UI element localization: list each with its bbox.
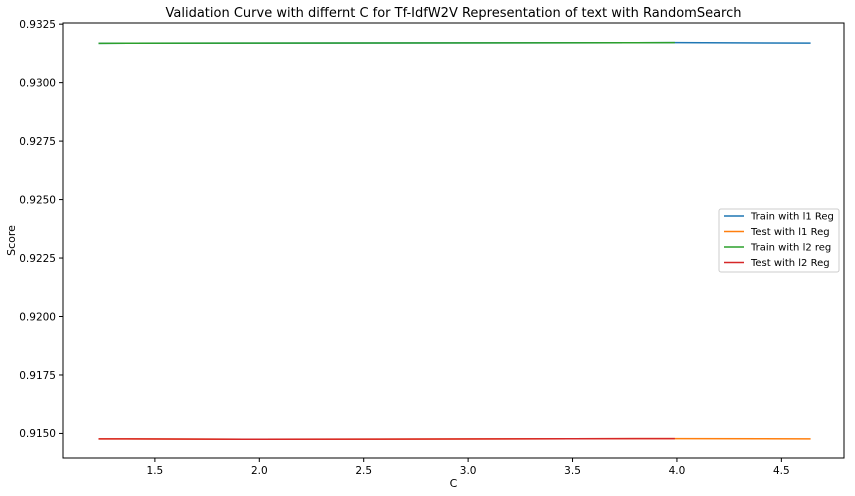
- x-axis-label: C: [450, 477, 458, 490]
- y-tick-label: 0.9250: [19, 194, 56, 206]
- x-tick-label: 3.0: [460, 465, 477, 477]
- legend-box: [718, 208, 840, 273]
- x-tick-label: 4.5: [773, 465, 790, 477]
- x-tick-label: 1.5: [147, 465, 164, 477]
- legend-label: Train with l2 reg: [750, 243, 831, 254]
- plot-frame: [62, 22, 845, 459]
- legend-label: Train with l1 Reg: [750, 212, 834, 223]
- x-axis: 1.5 2.0 2.5 3.0 3.5 4.0 4.5: [147, 458, 790, 477]
- y-tick-label: 0.9175: [19, 370, 56, 382]
- y-tick-label: 0.9300: [19, 77, 56, 89]
- y-tick-label: 0.9200: [19, 311, 56, 323]
- legend-label: Test with l1 Reg: [750, 227, 830, 238]
- x-tick-label: 4.0: [669, 465, 686, 477]
- y-tick-label: 0.9325: [19, 19, 56, 31]
- y-tick-label: 0.9150: [19, 428, 56, 440]
- y-tick-label: 0.9225: [19, 253, 56, 265]
- x-tick-label: 2.5: [355, 465, 372, 477]
- y-axis-label: Score: [5, 225, 18, 256]
- legend-label: Test with l2 Reg: [750, 258, 830, 269]
- plot-area: [98, 41, 811, 441]
- y-axis: 0.9150 0.9175 0.9200 0.9225 0.9250 0.9275 0.93…: [19, 19, 63, 440]
- legend: Train with l1 Reg Test with l1 Reg Train w…: [718, 208, 840, 273]
- series-line-3: [98, 41, 675, 45]
- chart-title: Validation Curve with differnt C for Tf-…: [166, 6, 742, 21]
- y-tick-label: 0.9275: [19, 136, 56, 148]
- series-line-4: [98, 437, 675, 441]
- x-tick-label: 2.0: [251, 465, 268, 477]
- x-tick-label: 3.5: [564, 465, 581, 477]
